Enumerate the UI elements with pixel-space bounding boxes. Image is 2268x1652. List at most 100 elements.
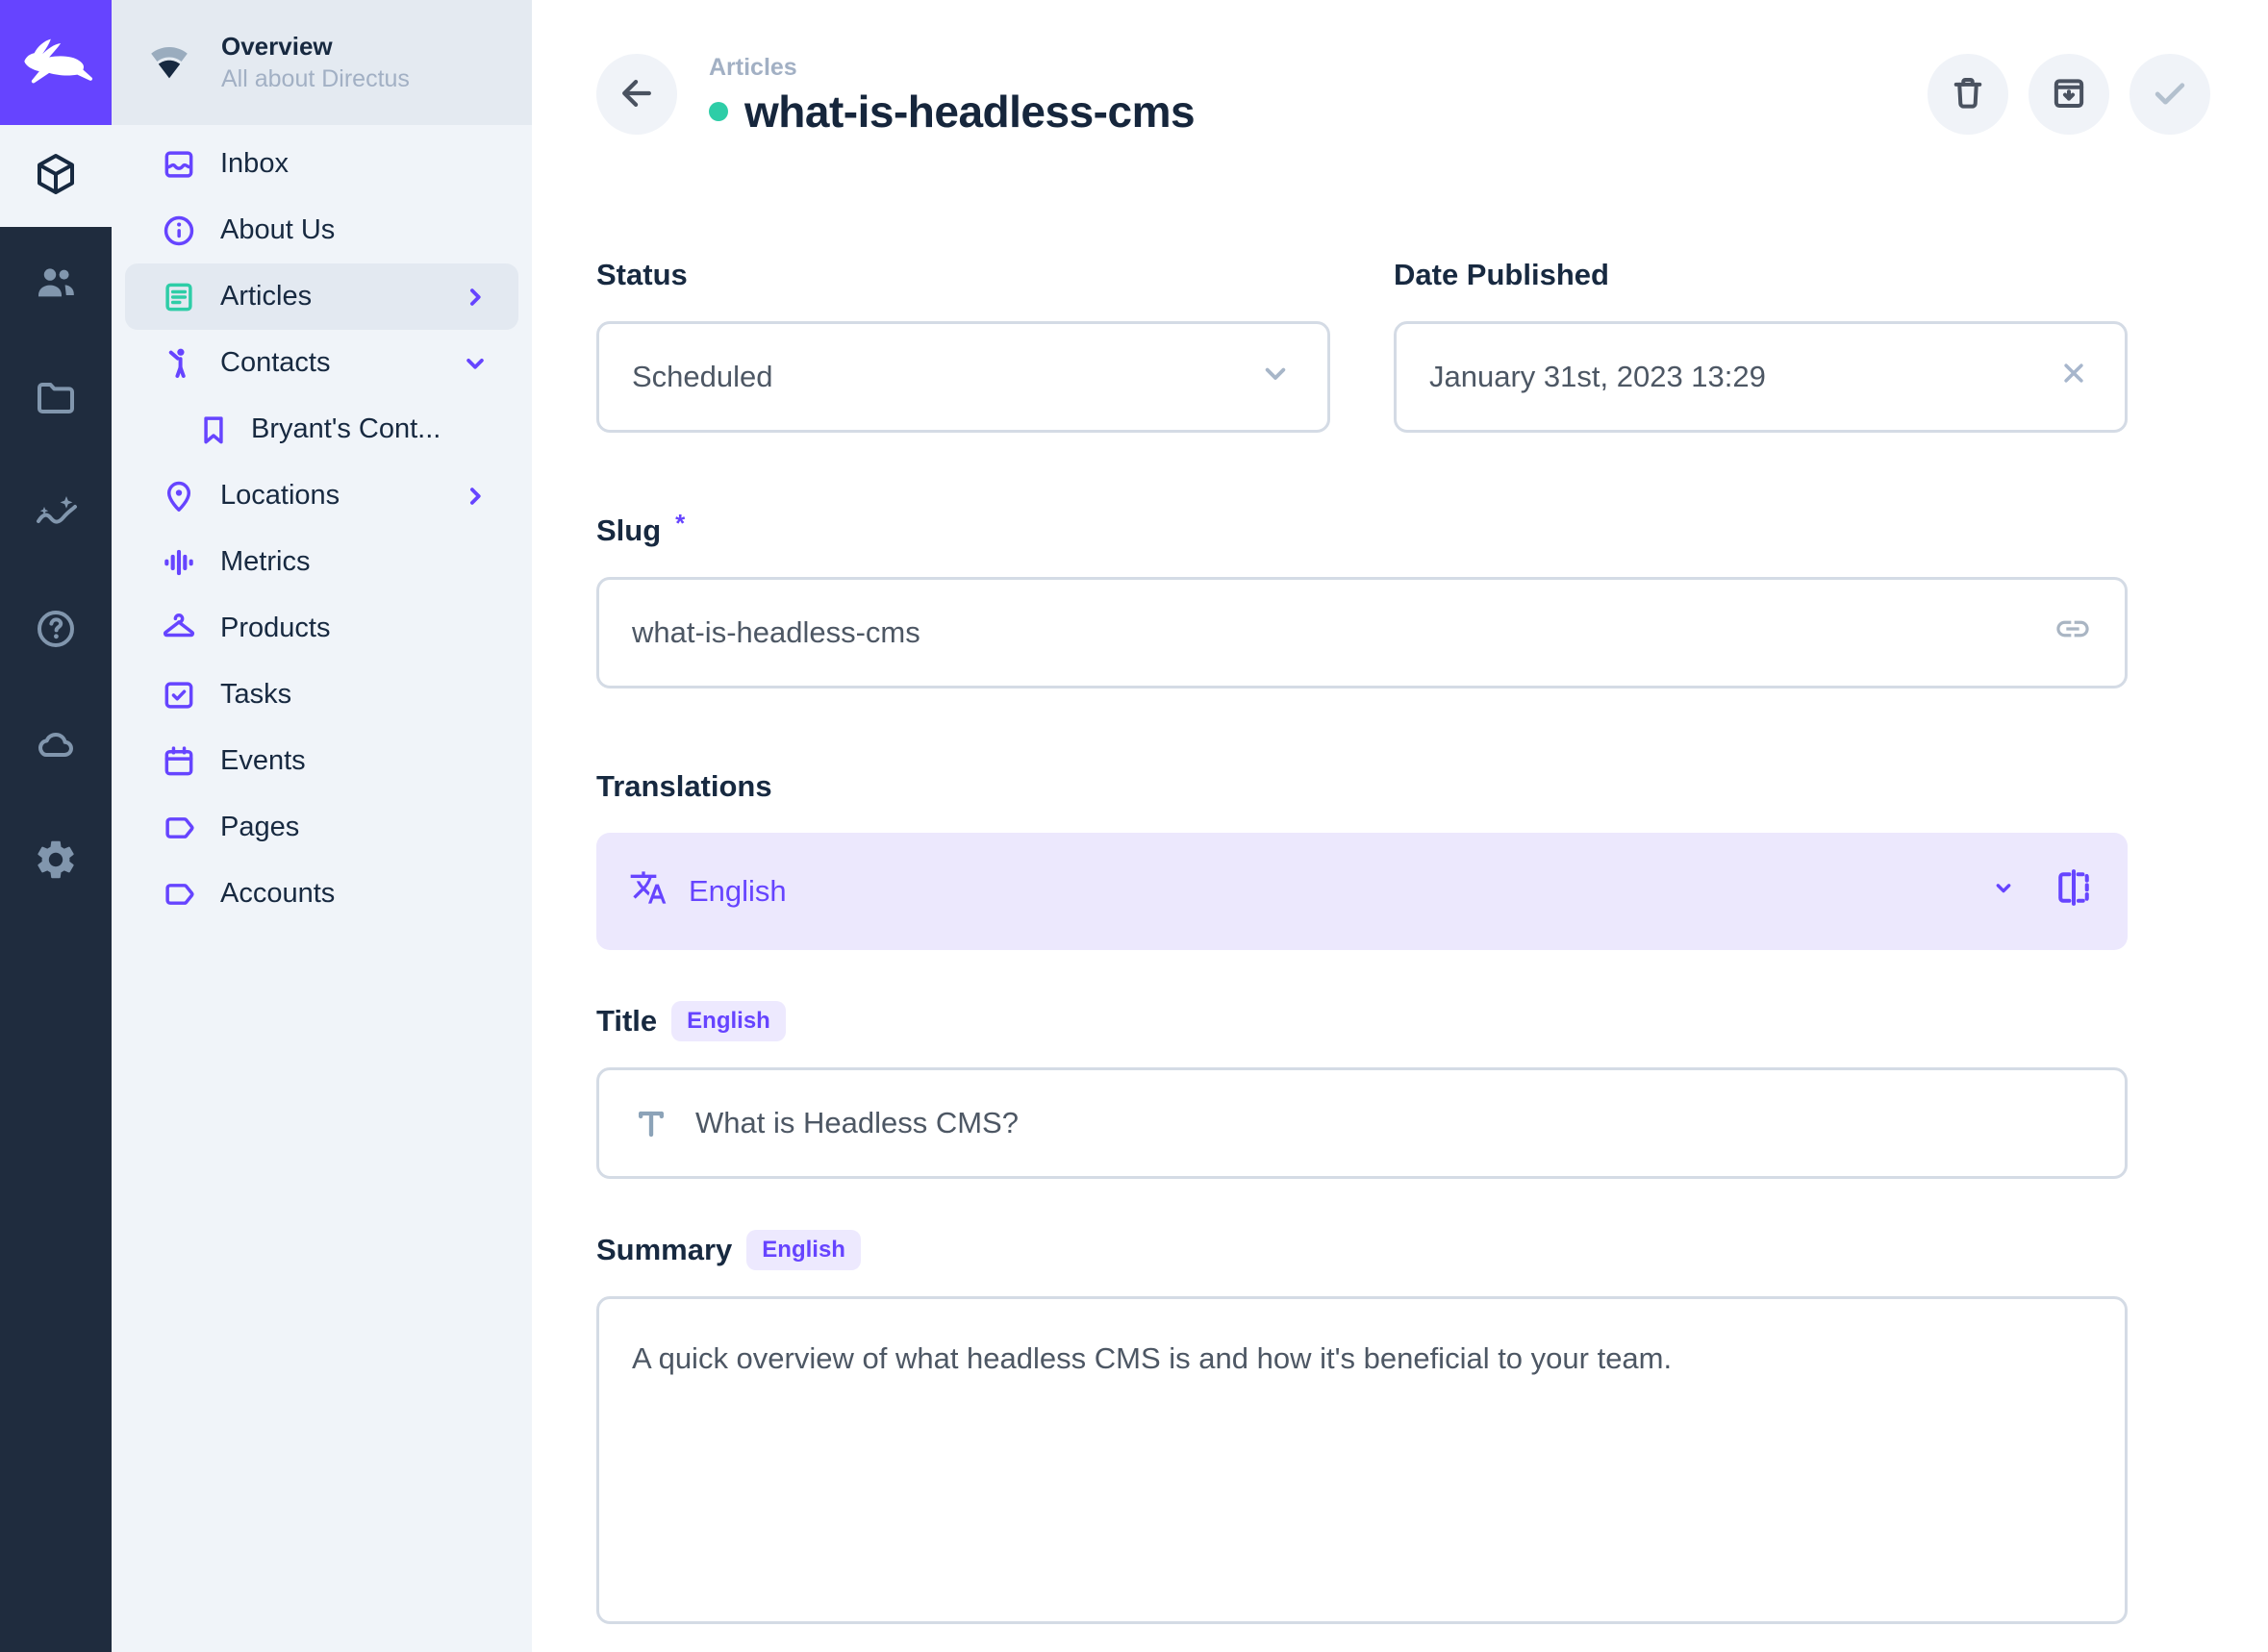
slug-field: Slug * what-is-headless-cms: [596, 509, 2128, 688]
date-published-label: Date Published: [1394, 258, 1609, 291]
title-label: Title: [596, 1004, 658, 1038]
module-settings[interactable]: [0, 804, 112, 919]
sidebar-item-label: Tasks: [220, 679, 292, 710]
sidebar-item-label: Articles: [220, 281, 313, 312]
sidebar-item-pages[interactable]: Pages: [125, 794, 518, 861]
page-header: Articles what-is-headless-cms: [596, 54, 2268, 138]
title-input[interactable]: What is Headless CMS?: [596, 1067, 2128, 1179]
status-dot: [709, 102, 728, 121]
task-check-icon: [161, 677, 197, 713]
text-T-icon: [632, 1104, 670, 1142]
slug-input[interactable]: what-is-headless-cms: [596, 577, 2128, 688]
sidebar-item-label: Contacts: [220, 347, 331, 378]
sidebar-item-label: Metrics: [220, 546, 311, 577]
help-icon: [33, 606, 79, 657]
sidebar-item-inbox[interactable]: Inbox: [125, 131, 518, 197]
language-badge: English: [746, 1230, 861, 1270]
summary-label: Summary: [596, 1233, 733, 1266]
sidebar-item-about-us[interactable]: About Us: [125, 197, 518, 263]
sidebar-item-label: About Us: [220, 214, 336, 245]
article-form: Status Scheduled Date Published January …: [596, 258, 2128, 1624]
date-published-field: Date Published January 31st, 2023 13:29: [1394, 258, 2128, 433]
inbox-icon: [161, 146, 197, 183]
sidebar-item-bryants-contacts[interactable]: Bryant's Cont...: [125, 396, 518, 463]
sidebar-item-label: Bryant's Cont...: [251, 413, 441, 444]
nav-list: Inbox About Us Articles Contacts Bryant'…: [112, 125, 532, 927]
header-actions: [1928, 54, 2210, 135]
sidebar-item-accounts[interactable]: Accounts: [125, 861, 518, 927]
sidebar-item-articles[interactable]: Articles: [125, 263, 518, 330]
sidebar-item-contacts[interactable]: Contacts: [125, 330, 518, 396]
status-field: Status Scheduled: [596, 258, 1330, 433]
check-icon: [2149, 72, 2191, 117]
sidebar-item-events[interactable]: Events: [125, 728, 518, 794]
settings-gear-icon: [33, 837, 79, 888]
chevron-right-icon[interactable]: [461, 283, 490, 312]
archive-icon: [2049, 73, 2089, 116]
clear-x-icon[interactable]: [2055, 355, 2092, 399]
sidebar-item-metrics[interactable]: Metrics: [125, 529, 518, 595]
back-button[interactable]: [596, 54, 677, 135]
navigation-sidebar: Overview All about Directus Inbox About …: [112, 0, 532, 1652]
chevron-down-icon[interactable]: [461, 349, 490, 378]
module-help[interactable]: [0, 573, 112, 688]
split-view-icon[interactable]: [2053, 866, 2095, 916]
bookmark-icon: [195, 412, 232, 448]
article-icon: [161, 279, 197, 315]
project-subtitle: All about Directus: [221, 65, 410, 92]
title-block: Articles what-is-headless-cms: [709, 54, 1196, 138]
chevron-down-icon[interactable]: [1987, 871, 2020, 912]
directus-rabbit-logo: [14, 31, 97, 95]
status-value: Scheduled: [632, 360, 773, 393]
hanger-icon: [161, 611, 197, 647]
link-icon: [2054, 610, 2092, 656]
chevron-down-icon: [1256, 354, 1295, 400]
files-folder-icon: [33, 375, 79, 426]
info-icon: [161, 213, 197, 249]
module-insights[interactable]: [0, 458, 112, 573]
translations-field: Translations English: [596, 769, 2128, 950]
sidebar-item-label: Inbox: [220, 148, 289, 179]
map-pin-icon: [161, 478, 197, 514]
directus-logo-button[interactable]: [0, 0, 112, 125]
cloud-icon: [33, 721, 79, 772]
users-icon: [33, 260, 79, 311]
summary-value: A quick overview of what headless CMS is…: [632, 1341, 1673, 1375]
content-cube-icon: [33, 151, 79, 202]
module-content[interactable]: [0, 125, 112, 227]
translations-selector[interactable]: English: [596, 833, 2128, 950]
title-field: Title English What is Headless CMS?: [596, 1001, 2128, 1179]
date-published-input[interactable]: January 31st, 2023 13:29: [1394, 321, 2128, 433]
translate-icon: [629, 868, 668, 914]
label-tag-icon: [161, 810, 197, 846]
project-header[interactable]: Overview All about Directus: [112, 0, 532, 125]
signal-icon: [146, 38, 192, 88]
sidebar-item-label: Events: [220, 745, 306, 776]
save-button[interactable]: [2129, 54, 2210, 135]
sidebar-item-products[interactable]: Products: [125, 595, 518, 662]
label-tag-icon: [161, 876, 197, 913]
sidebar-item-label: Products: [220, 613, 331, 643]
summary-textarea[interactable]: A quick overview of what headless CMS is…: [596, 1296, 2128, 1624]
status-select[interactable]: Scheduled: [596, 321, 1330, 433]
sidebar-item-tasks[interactable]: Tasks: [125, 662, 518, 728]
breadcrumb[interactable]: Articles: [709, 54, 797, 81]
module-files[interactable]: [0, 342, 112, 458]
module-cloud[interactable]: [0, 688, 112, 804]
language-badge: English: [671, 1001, 786, 1041]
chevron-right-icon[interactable]: [461, 482, 490, 511]
equalizer-icon: [161, 544, 197, 581]
delete-button[interactable]: [1928, 54, 2008, 135]
archive-button[interactable]: [2029, 54, 2109, 135]
person-waving-icon: [161, 345, 197, 382]
date-published-value: January 31st, 2023 13:29: [1429, 360, 1766, 393]
module-users[interactable]: [0, 227, 112, 342]
slug-value: what-is-headless-cms: [632, 615, 920, 649]
status-label: Status: [596, 258, 688, 291]
sidebar-item-locations[interactable]: Locations: [125, 463, 518, 529]
summary-field: Summary English A quick overview of what…: [596, 1230, 2128, 1624]
sidebar-item-label: Locations: [220, 480, 340, 511]
page-title: what-is-headless-cms: [744, 87, 1196, 137]
insights-icon: [33, 490, 79, 541]
